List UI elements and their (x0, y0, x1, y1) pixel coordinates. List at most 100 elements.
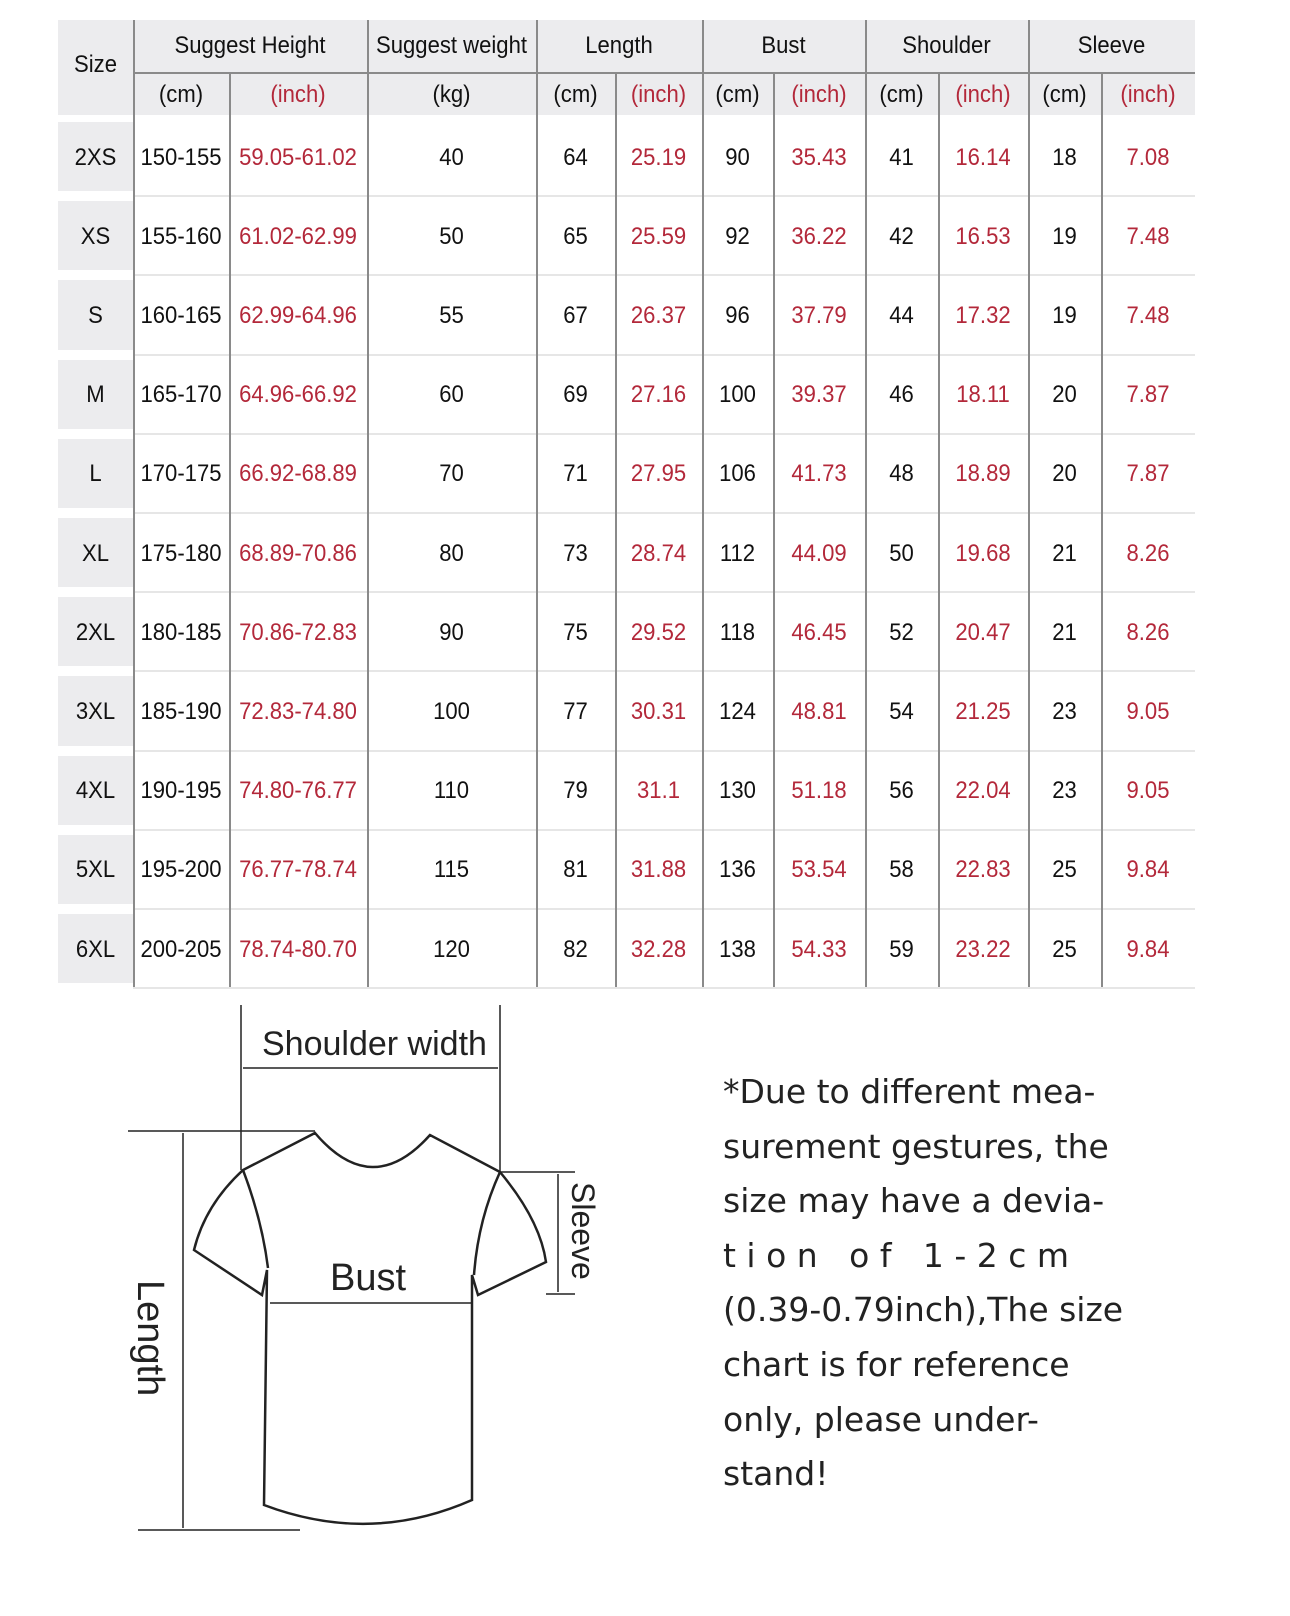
table-cell: 81 (563, 856, 588, 884)
header-background (58, 20, 1195, 115)
divider (133, 512, 1195, 514)
size-label: XL (81, 539, 109, 567)
table-cell: 17.32 (955, 301, 1011, 329)
table-cell: 27.95 (630, 460, 687, 488)
table-cell: 77 (563, 697, 588, 725)
table-cell: 124 (719, 697, 756, 725)
table-cell: 7.08 (1126, 143, 1170, 171)
table-cell: 9.84 (1126, 935, 1170, 963)
table-cell: 180-185 (140, 618, 222, 646)
bust-label: Bust (330, 1257, 406, 1299)
header-unit: (cm) (158, 81, 204, 108)
size-label: 4XL (75, 777, 116, 805)
table-cell: 36.22 (791, 222, 847, 250)
table-cell: 175-180 (140, 539, 222, 567)
header-unit: (cm) (553, 81, 598, 108)
table-cell: 96 (725, 301, 750, 329)
table-cell: 100 (719, 381, 756, 409)
table-cell: 44 (889, 301, 914, 329)
table-cell: 29.52 (630, 618, 687, 646)
table-cell: 48.81 (791, 697, 847, 725)
size-label: 2XS (74, 143, 117, 171)
size-cell-bg (58, 201, 133, 271)
table-cell: 59.05-61.02 (239, 143, 357, 171)
table-cell: 78.74-80.70 (239, 935, 357, 963)
table-cell: 25 (1052, 935, 1077, 963)
header-unit: (cm) (1042, 81, 1087, 108)
table-cell: 70 (439, 460, 464, 488)
table-cell: 37.79 (791, 301, 847, 329)
divider (702, 20, 704, 988)
table-cell: 31.1 (637, 777, 680, 805)
table-cell: 64 (563, 143, 588, 171)
table-cell: 16.14 (955, 143, 1011, 171)
size-label: L (89, 460, 102, 488)
table-cell: 27.16 (630, 381, 687, 409)
header-group: Bust (761, 32, 806, 59)
table-cell: 19 (1052, 301, 1077, 329)
table-cell: 160-165 (140, 301, 222, 329)
table-cell: 66.92-68.89 (239, 460, 357, 488)
size-label: 5XL (75, 856, 116, 884)
table-cell: 67 (563, 301, 588, 329)
divider (229, 72, 231, 988)
header-group: Sleeve (1077, 32, 1146, 59)
table-cell: 20 (1052, 460, 1077, 488)
divider (133, 72, 1195, 74)
table-cell: 46 (889, 381, 914, 409)
size-label: XS (80, 222, 111, 250)
table-cell: 23 (1052, 697, 1077, 725)
note-line: (0.39-0.79inch),The size (723, 1290, 1124, 1330)
table-cell: 46.45 (791, 618, 847, 646)
table-cell: 185-190 (140, 697, 222, 725)
table-cell: 75 (563, 618, 588, 646)
table-cell: 42 (889, 222, 914, 250)
divider (615, 72, 617, 988)
table-cell: 170-175 (140, 460, 222, 488)
table-cell: 130 (719, 777, 756, 805)
table-cell: 58 (889, 856, 914, 884)
table-cell: 18.11 (956, 381, 1010, 409)
table-cell: 19.68 (955, 539, 1011, 567)
divider (133, 828, 1195, 831)
table-cell: 90 (725, 143, 750, 171)
header-group: Suggest Height (174, 32, 326, 59)
table-cell: 59 (889, 935, 914, 963)
size-cell-bg (58, 438, 133, 508)
size-cell-bg (58, 755, 133, 825)
divider (133, 20, 135, 988)
table-cell: 76.77-78.74 (239, 856, 357, 884)
length-label: Length (129, 1280, 171, 1396)
table-cell: 54.33 (791, 935, 847, 963)
table-cell: 65 (563, 222, 588, 250)
table-cell: 9.05 (1126, 697, 1170, 725)
table-cell: 150-155 (140, 143, 222, 171)
divider (133, 432, 1195, 435)
table-cell: 18 (1052, 143, 1077, 171)
divider (133, 670, 1195, 673)
shoulder-width-label: Shoulder width (262, 1025, 487, 1063)
table-cell: 64.96-66.92 (239, 381, 357, 409)
table-cell: 120 (433, 935, 470, 963)
divider (133, 353, 1195, 356)
table-cell: 155-160 (140, 222, 222, 250)
table-cell: 53.54 (791, 856, 847, 884)
table-cell: 112 (719, 539, 756, 567)
table-cell: 23 (1052, 777, 1077, 805)
table-cell: 73 (563, 539, 588, 567)
table-cell: 20.47 (955, 618, 1011, 646)
table-cell: 110 (433, 777, 470, 805)
table-cell: 72.83-74.80 (239, 697, 357, 725)
size-cell-bg (58, 834, 133, 904)
table-cell: 51.18 (791, 777, 847, 805)
table-cell: 44.09 (791, 539, 847, 567)
divider (367, 20, 369, 988)
divider (133, 908, 1195, 910)
table-cell: 20 (1052, 381, 1077, 409)
sleeve-label: Sleeve (565, 1182, 601, 1280)
size-cell-bg (58, 280, 133, 350)
note-line: *Due to different mea- (723, 1072, 1096, 1111)
size-label: 2XL (75, 618, 116, 646)
table-cell: 28.74 (630, 539, 687, 567)
table-cell: 68.89-70.86 (239, 539, 357, 567)
